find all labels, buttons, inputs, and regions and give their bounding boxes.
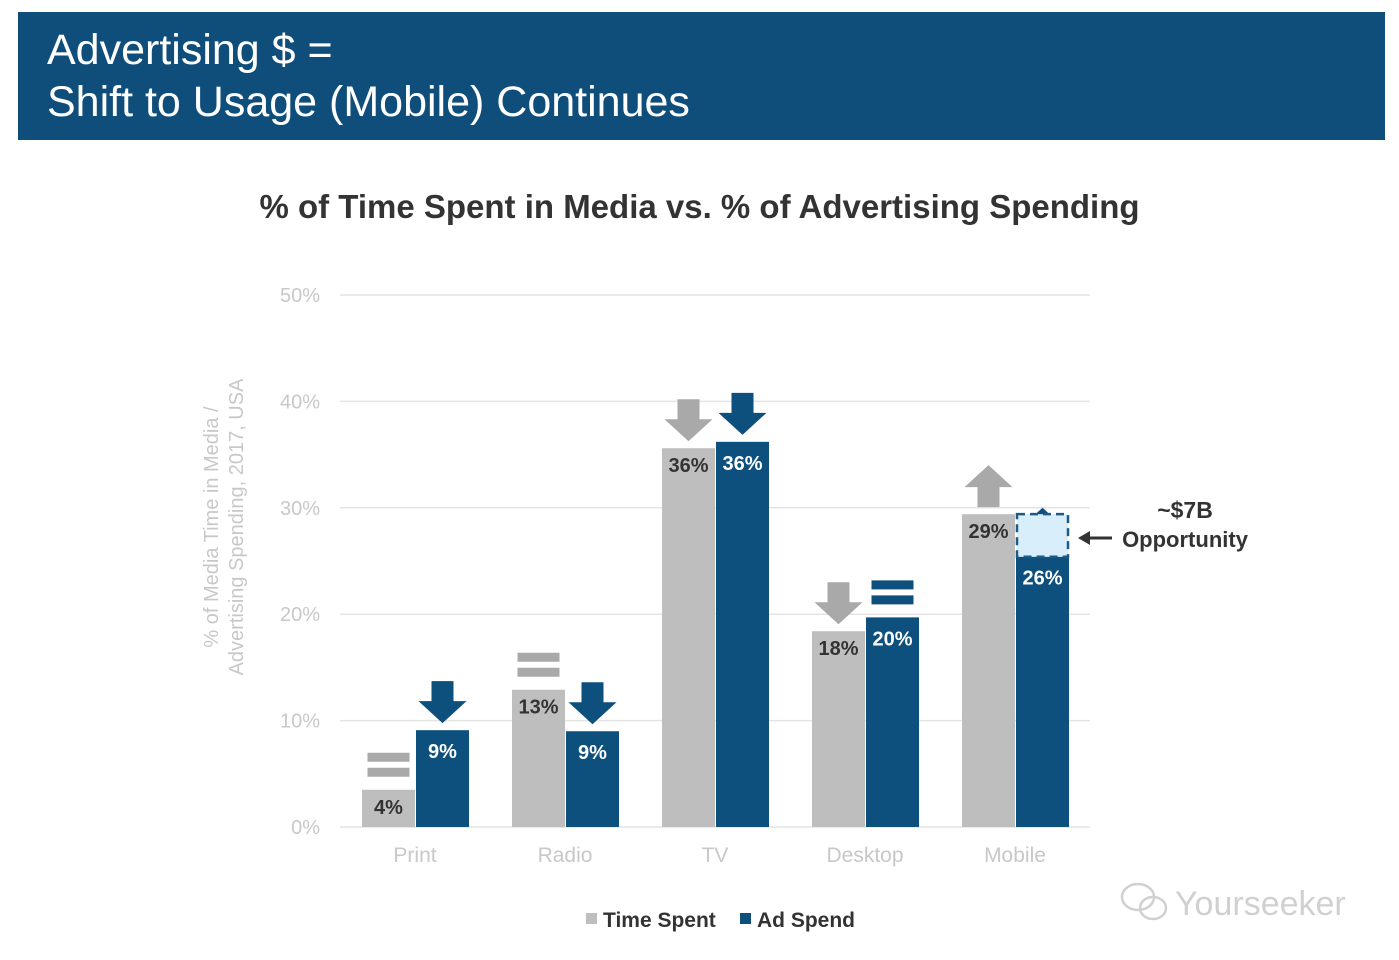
y-tick-label: 40% [280,391,320,413]
y-tick-label: 20% [280,604,320,626]
equal-icon [517,667,560,677]
bar-ad-spend [1016,556,1069,827]
bar-time-spent [512,689,565,827]
data-label: 13% [518,697,558,719]
bar-time-spent [812,631,865,827]
slide-title-line-1: Advertising $ = [47,26,333,74]
equal-icon [871,595,914,605]
bar-ad-spend [866,617,919,827]
x-tick-label: Mobile [984,844,1046,867]
arrow-down-icon [718,392,767,435]
watermark-text: Yourseeker [1175,885,1346,923]
data-label: 20% [872,628,912,650]
bar-time-spent [962,514,1015,827]
data-label: 9% [428,741,457,763]
annotation: ~$7B Opportunity [1078,497,1249,552]
bar-ad-spend [416,730,469,827]
y-axis-label-line-2: Advertising Spending, 2017, USA [226,378,248,676]
annotation-amount: ~$7B [1157,497,1213,523]
data-label: 36% [668,455,708,477]
annotation-arrowhead [1078,531,1090,545]
y-tick-label: 10% [280,711,320,733]
legend-swatch-ad-spend [740,913,751,924]
arrow-up-icon [964,465,1013,508]
x-tick-label: TV [702,844,729,867]
equal-icon [871,580,914,590]
bar-time-spent [362,789,415,827]
y-tick-label: 50% [280,285,320,307]
bar-time-spent [662,448,715,827]
arrow-down-icon [814,582,863,625]
data-label: 29% [968,521,1008,543]
legend-label-ad-spend: Ad Spend [757,909,855,932]
data-label: 36% [722,453,762,475]
equal-icon [517,652,560,662]
y-tick-label: 30% [280,498,320,520]
data-label: 4% [374,797,403,819]
legend-swatch-time-spent [586,913,597,924]
data-label: 26% [1022,568,1062,590]
title-banner: Advertising $ = Shift to Usage (Mobile) … [18,12,1385,140]
legend: Time Spent Ad Spend [586,909,855,932]
wechat-icon [1120,882,1168,921]
legend-label-time-spent: Time Spent [603,909,716,932]
chart-title: % of Time Spent in Media vs. % of Advert… [259,188,1140,225]
annotation-label: Opportunity [1122,527,1249,552]
arrow-down-icon [418,681,467,724]
watermark: Yourseeker [1120,882,1346,923]
y-tick-label: 0% [291,817,320,839]
x-tick-label: Radio [538,844,593,867]
bar-ad-spend [566,731,619,827]
opportunity-gap-box [1015,512,1070,558]
equal-icon [367,752,410,762]
bar-ad-spend [716,441,769,827]
arrow-down-icon [664,399,713,442]
equal-icon [367,767,410,777]
x-tick-label: Desktop [826,844,903,867]
x-tick-label: Print [393,844,436,867]
arrow-down-icon [568,682,617,725]
data-label: 18% [818,638,858,660]
data-label: 9% [578,742,607,764]
y-axis-label-line-1: % of Media Time in Media / [201,406,223,648]
slide-title-line-2: Shift to Usage (Mobile) Continues [47,78,690,126]
